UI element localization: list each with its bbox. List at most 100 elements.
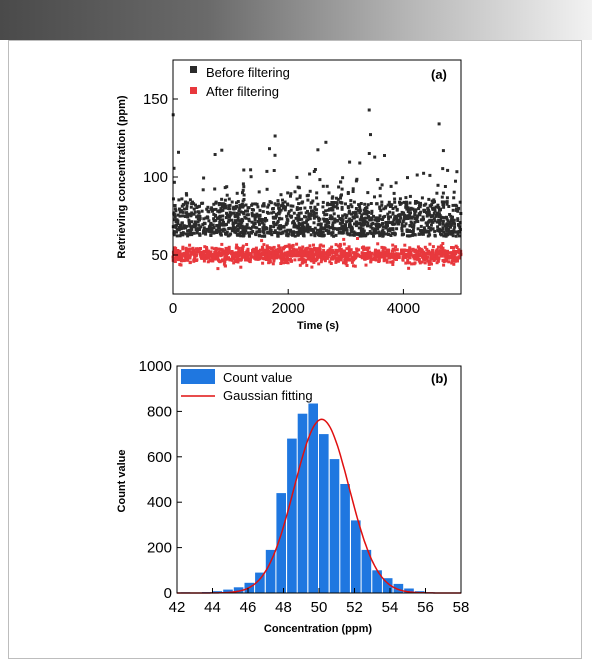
point-before-filtering — [405, 200, 408, 204]
point-after-filtering — [326, 255, 330, 258]
point-before-filtering — [192, 223, 196, 227]
y-tick-label: 50 — [151, 247, 168, 264]
point-before-filtering — [350, 205, 354, 209]
point-before-filtering — [266, 205, 270, 209]
point-after-filtering — [188, 243, 192, 247]
point-after-filtering — [297, 254, 301, 258]
point-after-filtering — [323, 256, 327, 260]
point-after-filtering — [382, 259, 386, 263]
point-before-filtering — [195, 228, 199, 232]
point-before-filtering — [197, 214, 201, 218]
point-before-filtering — [308, 225, 312, 229]
point-after-filtering — [385, 258, 389, 262]
point-before-filtering — [255, 226, 259, 230]
point-after-filtering — [284, 244, 288, 248]
point-before-filtering — [416, 227, 420, 231]
point-after-filtering — [345, 247, 349, 251]
point-after-filtering — [237, 254, 241, 258]
point-after-filtering — [258, 254, 262, 258]
point-after-filtering — [317, 252, 321, 256]
point-before-filtering — [182, 224, 186, 228]
point-after-filtering — [236, 252, 240, 256]
point-before-filtering — [438, 229, 442, 233]
point-before-filtering — [272, 220, 276, 224]
point-before-filtering — [442, 230, 446, 234]
point-after-filtering — [372, 256, 376, 260]
point-before-filtering — [295, 197, 299, 201]
point-after-filtering — [417, 247, 421, 251]
point-after-filtering — [173, 246, 177, 250]
point-before-filtering — [342, 225, 346, 229]
point-before-filtering — [322, 210, 326, 214]
point-before-filtering — [347, 219, 351, 223]
point-before-filtering — [174, 225, 178, 229]
point-after-filtering — [187, 249, 191, 253]
point-before-filtering — [458, 225, 462, 229]
point-before-filtering — [227, 219, 231, 222]
point-before-filtering — [426, 206, 430, 210]
point-before-filtering — [328, 203, 332, 206]
point-before-filtering — [412, 225, 416, 229]
point-before-filtering — [349, 203, 353, 207]
point-after-filtering — [423, 256, 427, 260]
point-before-filtering — [234, 229, 238, 233]
point-before-filtering — [209, 221, 213, 225]
point-before-filtering — [408, 194, 412, 198]
point-after-filtering — [457, 251, 461, 254]
point-before-filtering — [457, 229, 461, 233]
point-before-filtering — [400, 222, 404, 226]
point-before-filtering — [344, 216, 348, 220]
point-before-filtering — [293, 222, 297, 226]
point-after-filtering — [272, 253, 276, 257]
point-after-filtering — [348, 251, 352, 255]
point-before-filtering — [274, 231, 278, 235]
point-after-filtering — [260, 253, 264, 257]
point-before-filtering — [372, 214, 375, 218]
point-before-filtering — [359, 202, 363, 205]
point-after-filtering — [267, 246, 271, 250]
point-after-filtering — [179, 256, 183, 260]
y-tick-label: 1000 — [139, 358, 172, 375]
point-before-filtering — [207, 219, 211, 223]
point-before-filtering — [209, 234, 213, 237]
point-before-filtering — [387, 200, 391, 204]
point-before-filtering — [451, 215, 454, 219]
point-before-filtering — [355, 177, 359, 181]
point-before-filtering — [285, 217, 289, 221]
point-before-filtering — [358, 161, 362, 165]
point-before-filtering — [346, 191, 350, 194]
point-before-filtering — [349, 199, 353, 203]
point-after-filtering — [446, 251, 450, 255]
point-before-filtering — [369, 133, 372, 137]
point-before-filtering — [381, 233, 384, 237]
point-before-filtering — [176, 213, 180, 217]
point-after-filtering — [213, 253, 217, 257]
point-before-filtering — [319, 227, 323, 231]
point-before-filtering — [390, 227, 394, 231]
point-after-filtering — [191, 249, 195, 253]
point-before-filtering — [445, 196, 449, 200]
point-after-filtering — [235, 243, 239, 247]
point-before-filtering — [427, 197, 431, 201]
point-before-filtering — [380, 183, 384, 187]
point-before-filtering — [207, 210, 211, 214]
point-after-filtering — [369, 259, 373, 263]
point-before-filtering — [437, 212, 441, 216]
point-before-filtering — [281, 198, 284, 202]
point-before-filtering — [325, 225, 329, 229]
point-before-filtering — [433, 229, 437, 233]
point-before-filtering — [292, 230, 296, 234]
point-before-filtering — [454, 179, 457, 183]
point-after-filtering — [210, 258, 213, 262]
point-after-filtering — [452, 251, 456, 255]
point-before-filtering — [347, 211, 351, 215]
point-after-filtering — [450, 251, 454, 255]
point-before-filtering — [176, 219, 180, 223]
point-before-filtering — [224, 232, 227, 235]
point-before-filtering — [439, 218, 443, 222]
point-after-filtering — [407, 251, 411, 255]
point-before-filtering — [276, 199, 280, 203]
point-before-filtering — [234, 231, 238, 235]
point-after-filtering — [385, 260, 389, 264]
point-before-filtering — [319, 222, 323, 226]
